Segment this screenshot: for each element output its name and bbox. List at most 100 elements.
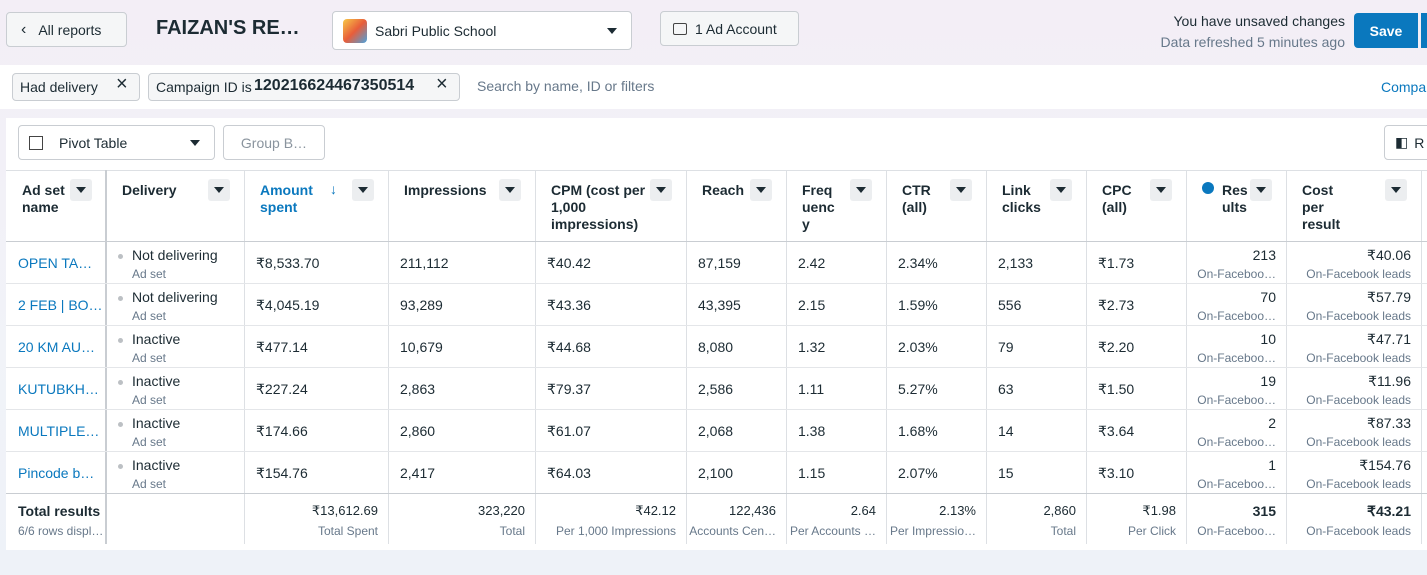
table-cell: 2.07% bbox=[898, 465, 938, 481]
table-cell: ₹154.76 bbox=[256, 465, 308, 481]
column-menu[interactable] bbox=[352, 179, 374, 201]
table-cell: ₹64.03 bbox=[547, 465, 591, 481]
table-line bbox=[6, 170, 1427, 171]
table-cell: ₹13,612.69 bbox=[311, 503, 378, 518]
table-cell: ₹44.68 bbox=[547, 339, 591, 355]
table-cell: ₹477.14 bbox=[256, 339, 308, 355]
table-cell: 315 bbox=[1252, 503, 1276, 519]
column-menu[interactable] bbox=[850, 179, 872, 201]
column-menu[interactable] bbox=[499, 179, 521, 201]
table-cell: ₹4,045.19 bbox=[256, 297, 320, 313]
column-menu[interactable] bbox=[1385, 179, 1407, 201]
table-cell: 1.15 bbox=[798, 465, 826, 481]
table-cell: ₹8,533.70 bbox=[256, 255, 320, 271]
chip-close[interactable]: × bbox=[436, 73, 448, 95]
table-line bbox=[1086, 170, 1087, 544]
table-cell: 1.68% bbox=[898, 423, 938, 439]
table-cell: 2,860 bbox=[400, 423, 436, 439]
table-line bbox=[6, 409, 1427, 410]
column-header[interactable]: Impressions bbox=[404, 182, 487, 198]
table-cell: ₹2.20 bbox=[1098, 339, 1135, 355]
table-cell: ₹1.50 bbox=[1098, 381, 1135, 397]
column-header[interactable]: Amount spent bbox=[260, 182, 313, 215]
table-cell: Total results bbox=[18, 503, 101, 519]
table-cell: 2,068 bbox=[698, 423, 734, 439]
cell-subtext: On-Facebook leads bbox=[1306, 393, 1411, 407]
compare-link[interactable]: Compa bbox=[1381, 79, 1427, 95]
table-cell: 2,586 bbox=[698, 381, 734, 397]
right-button[interactable]: ◧ R bbox=[1384, 125, 1427, 160]
column-menu[interactable] bbox=[1050, 179, 1072, 201]
column-header[interactable]: Frequency bbox=[802, 182, 835, 232]
table-cell: 93,289 bbox=[400, 297, 443, 313]
chip-close[interactable]: × bbox=[116, 73, 128, 95]
column-header[interactable]: CPC (all) bbox=[1102, 182, 1132, 215]
table-cell: 2,133 bbox=[998, 255, 1034, 271]
status-dot bbox=[118, 380, 123, 385]
refreshed-text: Data refreshed 5 minutes ago bbox=[1160, 34, 1345, 50]
search-placeholder[interactable]: Search by name, ID or filters bbox=[477, 78, 655, 94]
table-cell: 1.59% bbox=[898, 297, 938, 313]
column-header[interactable]: Link clicks bbox=[1002, 182, 1041, 215]
cell-subtext: Total bbox=[1050, 524, 1076, 538]
table-panel bbox=[6, 118, 1427, 550]
table-cell: 2.13% bbox=[939, 503, 976, 518]
account-name: Sabri Public School bbox=[375, 22, 497, 39]
table-line bbox=[6, 451, 1427, 452]
account-icon bbox=[343, 18, 367, 43]
column-menu[interactable] bbox=[70, 179, 92, 201]
table-cell: OPEN TA… bbox=[18, 255, 93, 271]
table-cell: ₹1.73 bbox=[1098, 255, 1135, 271]
column-menu[interactable] bbox=[1250, 179, 1272, 201]
table-cell: 14 bbox=[998, 423, 1014, 439]
cell-subtext: Ad set bbox=[132, 435, 167, 449]
table-cell: 1.38 bbox=[798, 423, 826, 439]
column-header[interactable]: Delivery bbox=[122, 182, 177, 198]
column-header[interactable]: Reach bbox=[702, 182, 745, 198]
status-dot bbox=[118, 422, 123, 427]
filter-chip[interactable] bbox=[148, 73, 460, 101]
column-menu[interactable] bbox=[750, 179, 772, 201]
column-menu[interactable] bbox=[650, 179, 672, 201]
column-header[interactable]: CPM (cost per 1,000 impressions) bbox=[551, 182, 646, 232]
table-cell: 2,863 bbox=[400, 381, 436, 397]
table-line bbox=[244, 170, 245, 544]
table-cell: 5.27% bbox=[898, 381, 938, 397]
column-header[interactable]: CTR (all) bbox=[902, 182, 931, 215]
column-header[interactable]: Ad set name bbox=[22, 182, 65, 215]
table-cell: 213 bbox=[1252, 247, 1276, 263]
cell-subtext: On-Faceboo… bbox=[1197, 309, 1276, 323]
table-cell: 556 bbox=[998, 297, 1022, 313]
ad-account-button[interactable]: 1 Ad Account bbox=[660, 11, 799, 46]
table-cell: 2.15 bbox=[798, 297, 826, 313]
table-cell: 323,220 bbox=[478, 503, 525, 518]
column-menu[interactable] bbox=[950, 179, 972, 201]
cell-subtext: On-Facebook leads bbox=[1306, 524, 1411, 538]
table-cell: 1.32 bbox=[798, 339, 826, 355]
cell-subtext: On-Faceboo… bbox=[1197, 435, 1276, 449]
save-dropdown[interactable] bbox=[1421, 13, 1427, 48]
table-line bbox=[6, 493, 1427, 494]
chip-value: 120216624467350514 bbox=[254, 77, 415, 94]
filter-chip[interactable] bbox=[12, 73, 140, 101]
back-button[interactable]: ‹ All reports bbox=[6, 12, 127, 47]
dropdown-arrow bbox=[607, 28, 617, 34]
chip-label: Campaign ID is bbox=[156, 79, 252, 95]
column-header[interactable]: Results bbox=[1222, 182, 1248, 215]
column-header[interactable]: Cost per result bbox=[1302, 182, 1341, 232]
view-label: Pivot Table bbox=[59, 134, 128, 151]
view-select[interactable]: Pivot Table bbox=[18, 125, 215, 160]
table-cell: 2.34% bbox=[898, 255, 938, 271]
table-line bbox=[786, 170, 787, 544]
save-button[interactable]: Save bbox=[1354, 13, 1418, 48]
table-cell: ₹3.64 bbox=[1098, 423, 1135, 439]
group-button[interactable]: Group B… bbox=[223, 125, 325, 160]
table-cell: KUTUBKH… bbox=[18, 381, 99, 397]
account-select[interactable]: Sabri Public School bbox=[332, 11, 632, 50]
column-menu[interactable] bbox=[208, 179, 230, 201]
cell-subtext: On-Facebook leads bbox=[1306, 351, 1411, 365]
table-cell: 1.11 bbox=[798, 381, 825, 397]
cell-subtext: On-Facebook leads bbox=[1306, 435, 1411, 449]
column-menu[interactable] bbox=[1150, 179, 1172, 201]
table-cell: 1 bbox=[1268, 457, 1276, 473]
